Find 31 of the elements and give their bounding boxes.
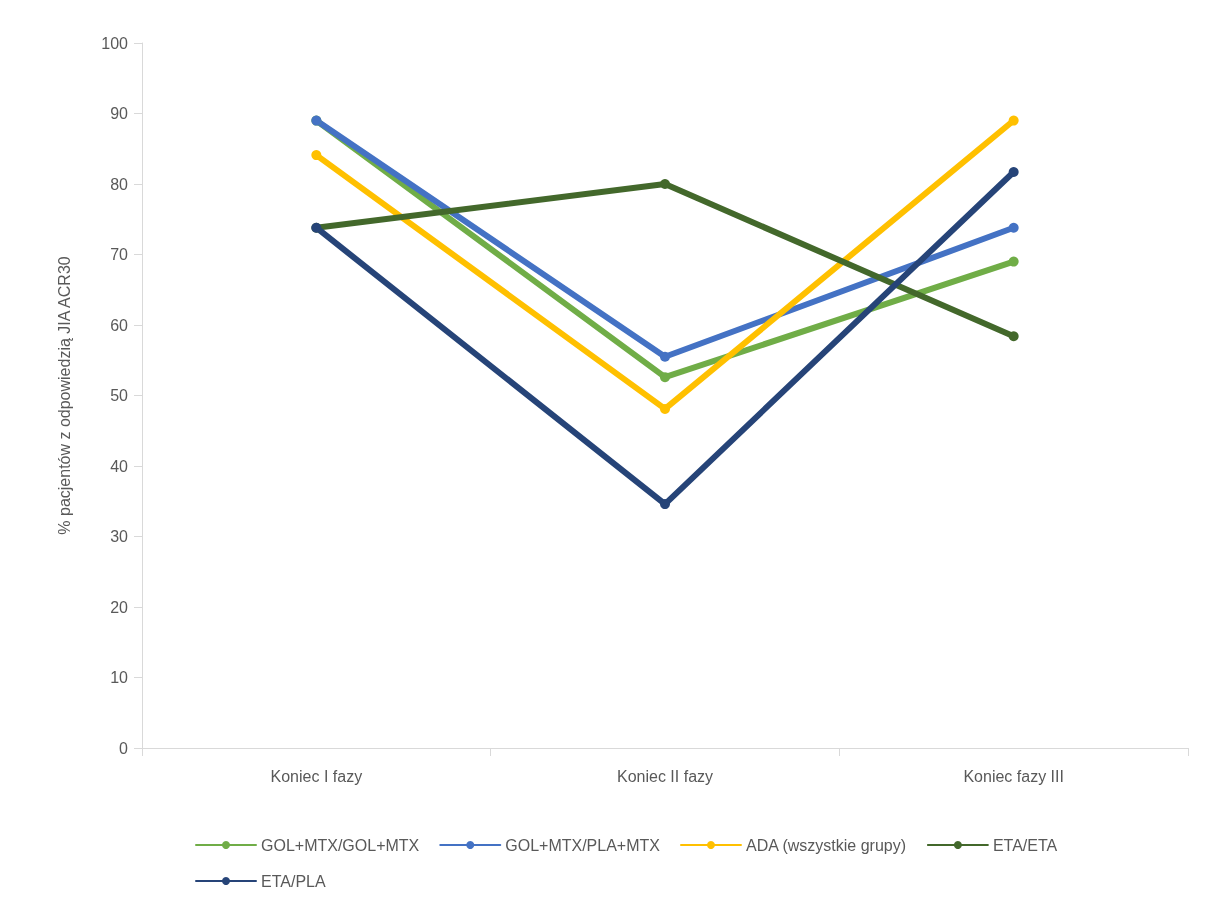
point	[660, 179, 670, 189]
y-tick-label: 60	[110, 316, 129, 334]
y-tick-label: 40	[110, 457, 129, 475]
y-tick-label: 10	[110, 669, 129, 686]
y-axis-title: % pacjentów z odpowiedzią JIA ACR30	[55, 256, 73, 535]
y-tick-label: 0	[119, 739, 129, 757]
point	[311, 150, 322, 161]
point	[1008, 331, 1019, 342]
y-tick-label: 20	[110, 598, 129, 616]
legend-label: ADA (wszystkie grupy)	[745, 836, 907, 854]
point	[1008, 222, 1019, 233]
y-tick-label: 30	[110, 528, 129, 545]
legend-label: GOL+MTX/GOL+MTX	[261, 836, 420, 854]
point	[660, 499, 670, 510]
y-tick-label: 80	[110, 175, 129, 193]
x-tick-label: Koniec fazy III	[963, 767, 1064, 785]
x-tick-label: Koniec II fazy	[616, 767, 714, 785]
point	[660, 351, 670, 362]
point	[1008, 167, 1019, 178]
y-tick-label: 100	[101, 34, 129, 52]
y-tick-label: 70	[110, 246, 129, 263]
y-tick-label: 90	[110, 105, 129, 122]
point	[1008, 115, 1019, 126]
legend-label: ETA/ETA	[992, 836, 1058, 854]
x-tick-label: Koniec I fazy	[270, 767, 363, 785]
point	[660, 403, 670, 414]
point	[660, 372, 670, 383]
point	[1008, 256, 1019, 267]
legend-label: GOL+MTX/PLA+MTX	[505, 836, 661, 854]
y-tick-label: 50	[110, 387, 129, 404]
legend-label: ETA/PLA	[261, 872, 326, 890]
